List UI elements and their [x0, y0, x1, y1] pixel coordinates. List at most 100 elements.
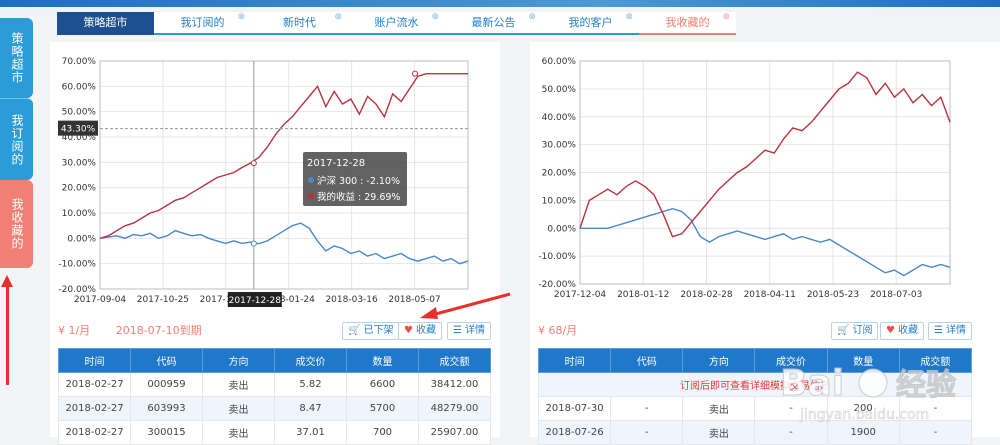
strategy-card-left: 70.00% 60.00% 50.00% 40.00% 30.00% 20.00% 10.0… — [50, 42, 500, 445]
tab-my-favorites[interactable]: 我收藏的 ⊗ — [639, 12, 736, 35]
close-icon[interactable]: ⊗ — [237, 12, 245, 22]
return-chart-right: 60.00% 50.00% 40.00% 30.00% 20.00% 10.00% 0.00… — [538, 57, 951, 300]
x-tick-label: 2018-04-11 — [744, 290, 796, 300]
top-banner-strip — [0, 0, 1000, 7]
column-header: 成交价 — [274, 348, 347, 373]
y-tick-label: 10.00% — [62, 209, 97, 219]
y-tick-label: 70.00% — [62, 57, 97, 67]
table-cell: 200 — [826, 396, 900, 421]
crosshair-x-label: 2017-12-28 — [229, 296, 282, 306]
tooltip-benchmark-dot — [308, 177, 314, 183]
tab-my-customers[interactable]: 我的客户 ⊗ — [542, 12, 639, 35]
x-tick-label: 2018-03-16 — [325, 295, 378, 305]
series-line-benchmark — [580, 207, 951, 277]
x-tick-label: 2018-01-12 — [617, 290, 669, 300]
y-tick-label: 50.00% — [542, 85, 577, 95]
column-header: 数量 — [346, 348, 419, 373]
sidebar-item-strategy-market[interactable]: 策略超市 — [0, 18, 33, 98]
cart-icon: 🛒 — [837, 325, 850, 336]
table-cell: - — [898, 396, 973, 421]
table-cell: 2018-07-26 — [537, 420, 612, 445]
y-tick-label: 20.00% — [62, 184, 97, 194]
y-tick-label: 0.00% — [547, 224, 576, 234]
series-line-mine — [579, 71, 951, 238]
tab-my-subscriptions[interactable]: 我订阅的 ⊗ — [154, 12, 251, 35]
list-icon: ☰ — [934, 325, 943, 336]
plot-frame — [99, 60, 469, 290]
y-tick-label: 10.00% — [542, 196, 577, 206]
table-cell: 2018-02-27 — [58, 372, 131, 397]
table-cell: 卖出 — [202, 396, 275, 421]
tab-announcements[interactable]: 最新公告 ⊗ — [445, 12, 542, 35]
table-cell: 8.47 — [274, 396, 347, 421]
column-header: 时间 — [58, 348, 131, 373]
y-tick-label: 60.00% — [542, 57, 577, 67]
favorite-button[interactable]: ♥ 收藏 — [880, 322, 924, 340]
close-icon[interactable]: ⊗ — [625, 12, 633, 22]
table-cell: 5700 — [346, 396, 419, 421]
x-tick-label: 2018-01-24 — [263, 295, 316, 305]
y-tick-label: -10.00% — [538, 252, 576, 262]
table-cell: 25907.00 — [418, 420, 491, 445]
tooltip-benchmark: 沪深 300 : -2.10% — [317, 175, 400, 187]
tooltip-date: 2017-12-28 — [307, 158, 365, 169]
tab-bar: 策略超市 我订阅的 ⊗ 新时代 ⊗ 账户流水 ⊗ 最新公告 ⊗ 我的客户 ⊗ 我收藏的 ⊗ — [57, 12, 736, 36]
return-chart-left: 70.00% 60.00% 50.00% 40.00% 30.00% 20.00% 10.0… — [58, 57, 469, 307]
table-row: 2018-07-30- 卖出 -200- — [537, 396, 973, 421]
tab-label: 最新公告 — [471, 16, 516, 29]
close-icon[interactable]: ⊗ — [528, 12, 536, 22]
tab-strategy-market[interactable]: 策略超市 — [57, 12, 154, 35]
tab-label: 策略超市 — [83, 16, 128, 29]
sidebar-item-label: 我收藏的 — [10, 198, 24, 250]
price-row: ¥ 68/月 — [538, 321, 577, 341]
x-tick-label: 2017-09-04 — [74, 295, 127, 305]
table-cell: 卖出 — [682, 420, 756, 445]
column-header: 成交价 — [754, 348, 828, 373]
table-cell: 2018-02-27 — [58, 420, 131, 445]
unlisted-button[interactable]: 🛒 已下架 — [342, 322, 400, 340]
sidebar-item-label: 策略超市 — [10, 32, 24, 84]
close-icon[interactable]: ⊗ — [431, 12, 439, 22]
plot-frame — [579, 60, 951, 285]
column-header: 方向 — [202, 348, 275, 373]
tab-label: 账户流水 — [374, 16, 419, 29]
sidebar-item-my-favorites[interactable]: 我收藏的 — [0, 180, 33, 268]
crosshair-y-label-bg — [58, 120, 98, 136]
table-cell: 700 — [346, 420, 419, 445]
table-header-row: 时间 代码 方向 成交价 数量 成交额 — [58, 348, 491, 373]
close-icon[interactable]: ⊗ — [722, 12, 730, 22]
tab-label: 新时代 — [283, 16, 316, 29]
table-cell: 卖出 — [202, 420, 275, 445]
crosshair-x-label-bg — [227, 292, 282, 307]
trade-table-left: 时间 代码 方向 成交价 数量 成交额 2018-02-27 000959 卖出 5.82 6600… — [58, 348, 491, 445]
tab-new-era[interactable]: 新时代 ⊗ — [251, 12, 348, 35]
y-tick-label: 30.00% — [62, 158, 97, 168]
y-tick-label: -10.00% — [58, 260, 96, 270]
red-arrow-annotation — [420, 292, 511, 319]
list-icon: ☰ — [453, 325, 462, 336]
x-tick-label: 2018-07-03 — [870, 290, 922, 300]
tooltip-mine-dot — [308, 193, 314, 199]
table-row: 2018-02-27 000959 卖出 5.82 6600 38412.00 — [58, 372, 491, 397]
favorite-button[interactable]: ♥ 收藏 — [398, 322, 442, 340]
x-tick-label: 2017-12-04 — [554, 290, 607, 300]
x-tick-label: 2017-10-25 — [137, 295, 189, 305]
detail-button[interactable]: ☰ 详情 — [447, 322, 491, 340]
table-cell: 48279.00 — [418, 396, 491, 421]
detail-button[interactable]: ☰ 详情 — [928, 322, 972, 340]
subscribe-button[interactable]: 🛒 订阅 — [831, 322, 879, 340]
sidebar-item-my-subscriptions[interactable]: 我订阅的 — [0, 98, 33, 180]
hover-point-benchmark — [250, 240, 257, 247]
watermark-url: jingyan.baidu.com — [799, 407, 929, 423]
table-cell: 603993 — [130, 396, 203, 421]
x-tick-label: 2018-05-23 — [807, 290, 859, 300]
tab-account-flow[interactable]: 账户流水 ⊗ — [348, 12, 445, 35]
notice-row: 订阅后即可查看详细模拟交易信息 — [538, 372, 972, 397]
tooltip-mine: 我的收益 : 29.69% — [317, 191, 400, 203]
watermark-brand: Bai — [780, 363, 844, 404]
column-header: 成交额 — [418, 348, 491, 373]
column-header: 代码 — [610, 348, 684, 373]
x-tick-label: 2018-05-07 — [388, 295, 440, 305]
table-cell: 300015 — [130, 420, 203, 445]
close-icon[interactable]: ⊗ — [334, 12, 342, 22]
